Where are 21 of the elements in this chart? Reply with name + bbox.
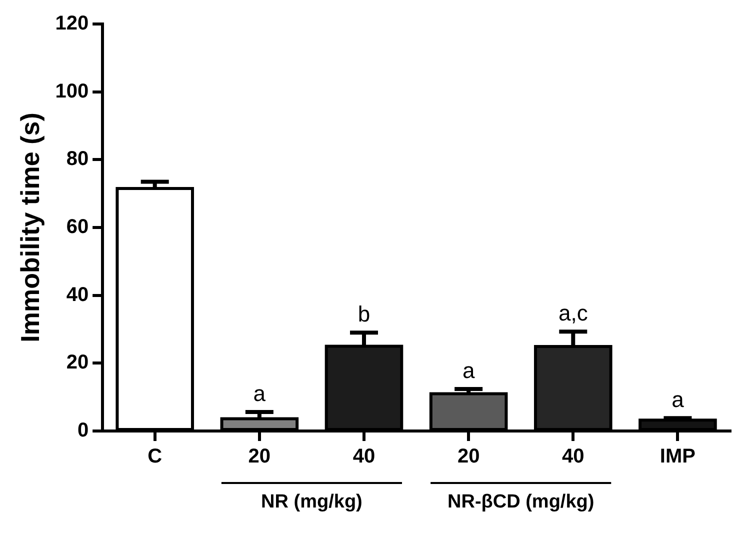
y-tick-label: 20 (66, 352, 89, 374)
text: NR (mg/kg) (261, 492, 362, 513)
x-tick-label: 40 (352, 446, 376, 468)
data-label: a (253, 381, 266, 406)
data-label: a (672, 387, 685, 412)
y-tick-label: 40 (66, 284, 89, 306)
y-tick-label: 120 (55, 12, 89, 35)
x-tick-label: 20 (248, 446, 271, 468)
x-tick-label: 20 (457, 446, 480, 468)
y-tick-label: 60 (66, 216, 89, 238)
x-tick-label: IMP (660, 446, 696, 468)
x-tick-label: 40 (562, 446, 584, 468)
y-tick-label: 100 (55, 80, 89, 102)
data-label: a (462, 358, 476, 384)
y-axis-title: Immobility time (s) (14, 112, 45, 342)
data-label: b (358, 302, 370, 327)
data-label: a,c (558, 300, 588, 326)
y-tick-label: 0 (77, 420, 89, 442)
y-tick-label: 80 (66, 148, 89, 170)
text: NR-βCD (mg/kg) (448, 492, 594, 513)
x-tick-label: C (148, 446, 162, 468)
